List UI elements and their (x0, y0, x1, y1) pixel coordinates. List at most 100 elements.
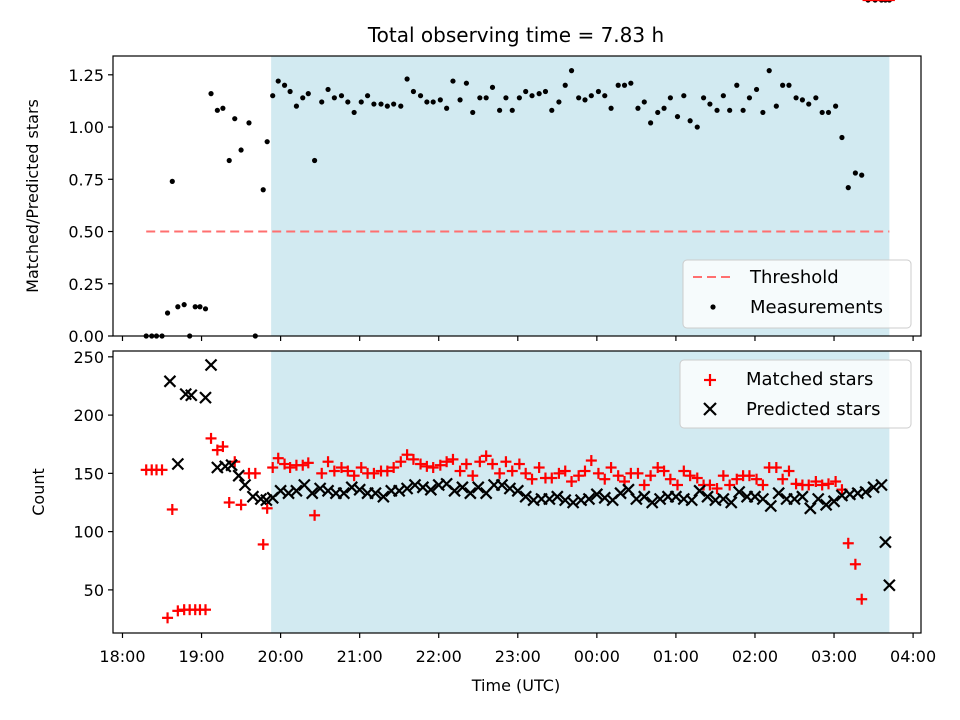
matched-star-points (140, 0, 895, 624)
measurement-point (707, 101, 713, 107)
predicted-star-point (163, 375, 177, 388)
count-legend: Matched stars Predicted stars (679, 359, 912, 429)
measurement-point (536, 91, 542, 97)
predicted-star-point (811, 492, 825, 506)
matched-star-point (162, 612, 174, 624)
matched-star-point (279, 458, 291, 470)
matched-star-point (172, 605, 184, 617)
measurement-point (497, 107, 503, 113)
ratio-y-tick-label: 1.00 (68, 118, 104, 137)
measurement-point (169, 178, 175, 184)
measurement-point (404, 76, 410, 82)
measurement-point (780, 82, 786, 88)
matched-star-point (546, 472, 558, 484)
predicted-star-point (232, 469, 245, 482)
predicted-star-point (369, 486, 382, 500)
matched-star-point (731, 473, 743, 485)
measurement-point (509, 107, 515, 113)
measurement-point (192, 304, 198, 310)
measurement-point (477, 95, 483, 101)
measurement-point (542, 88, 549, 95)
measurement-point (516, 95, 522, 101)
measurement-point (674, 113, 681, 120)
measurement-point (655, 109, 661, 116)
measurement-point (260, 187, 266, 193)
measurement-point (628, 80, 634, 86)
measurement-point (760, 109, 766, 116)
matched-star-point (520, 467, 532, 479)
x-tick-label: 02:00 (732, 647, 778, 666)
measurement-point (281, 82, 288, 88)
count-axes-frame (112, 350, 922, 634)
predicted-star-point (772, 486, 785, 500)
matched-star-point (513, 458, 525, 470)
measurement-point (197, 304, 203, 310)
matched-star-point (200, 604, 212, 616)
matched-star-point (166, 503, 178, 515)
measurement-point (588, 93, 594, 99)
measurement-point (582, 97, 588, 103)
matched-star-point (671, 479, 683, 491)
measurement-point (483, 95, 489, 101)
matched-star-point (297, 459, 309, 471)
measurement-point (232, 116, 238, 122)
measurement-point (470, 109, 476, 116)
ratio-y-axis-label: Matched/Predicted stars (23, 99, 42, 293)
measurement-point (839, 134, 845, 141)
matched-star-point (816, 479, 828, 491)
predicted-star-point (875, 478, 888, 492)
matched-star-point (454, 465, 466, 477)
ratio-y-tick-label: 0.25 (68, 275, 104, 294)
matched-star-point (415, 458, 427, 470)
ratio-axes-frame (112, 55, 922, 337)
measurement-point (740, 107, 746, 113)
predicted-star-point (464, 486, 477, 500)
count-y-tick-label: 150 (73, 464, 104, 483)
measurement-points (143, 0, 892, 339)
predicted-star-point (645, 496, 659, 509)
measurement-point (529, 93, 535, 99)
matched-star-point (368, 467, 380, 479)
predicted-star-point (764, 499, 778, 513)
matched-star-point (447, 453, 459, 465)
predicted-star-point (827, 495, 841, 508)
matched-star-point (830, 476, 842, 488)
predicted-star-point (653, 492, 667, 506)
measurement-point (226, 157, 232, 164)
measurement-point (720, 93, 726, 99)
predicted-star-point (424, 483, 438, 496)
measurement-point (568, 68, 575, 74)
measurements-legend-swatch (710, 304, 716, 310)
measurement-point (214, 107, 220, 113)
x-tick-label: 00:00 (574, 647, 620, 666)
measurement-point (246, 120, 252, 126)
measurement-point (786, 82, 792, 88)
count-y-tick-label: 200 (73, 406, 104, 425)
measurement-point (714, 107, 720, 113)
matched-star-point (822, 478, 834, 490)
matched-star-point (395, 456, 407, 468)
measurement-point (358, 99, 364, 105)
matched-star-point (506, 465, 518, 477)
predicted-star-point (377, 490, 390, 503)
measurement-point (595, 88, 602, 95)
x-tick-label: 22:00 (416, 647, 462, 666)
measurement-point (852, 170, 858, 176)
predicted-legend-swatch (703, 402, 717, 416)
predicted-star-point (519, 490, 532, 503)
matched-star-point (342, 465, 354, 477)
measurement-point (489, 84, 496, 90)
measurement-point (681, 93, 687, 99)
matched-star-point (810, 476, 822, 488)
ratio-legend-box (682, 259, 912, 329)
measurement-point (384, 103, 390, 109)
x-tick-label: 20:00 (258, 647, 304, 666)
x-tick-label: 18:00 (99, 647, 145, 666)
count-y-ticks: 50 100 150 200 250 (73, 348, 113, 600)
predicted-star-point (543, 492, 556, 506)
predicted-star-points (163, 358, 896, 592)
measurement-point (417, 93, 424, 99)
matched-star-point (156, 464, 168, 476)
matched-star-point (217, 441, 229, 453)
